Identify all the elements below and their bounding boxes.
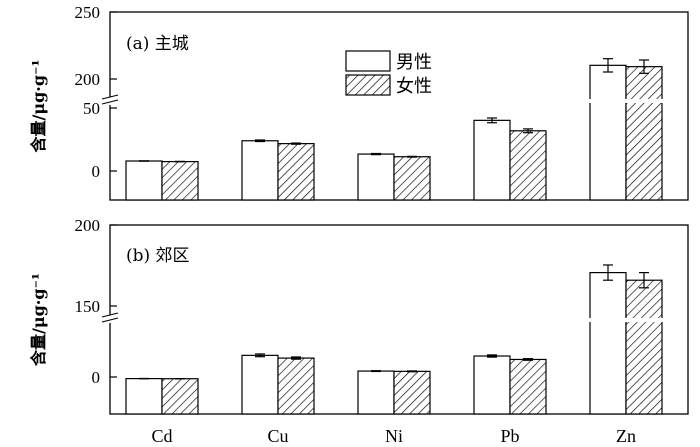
x-category-label: Pb bbox=[500, 426, 519, 446]
panel-b-title: (b) 郊区 bbox=[126, 246, 190, 266]
panel-b-bar-pb-male bbox=[473, 355, 511, 415]
legend-swatch-female bbox=[345, 74, 391, 96]
panel-b-bar-zn-female bbox=[625, 279, 663, 415]
panel-b-bar-break-gap bbox=[589, 318, 663, 322]
panel-b-axis-break-gap bbox=[106, 315, 114, 323]
panel-a-bar-break-gap bbox=[589, 99, 663, 103]
panel-a-ytick-label: 200 bbox=[75, 70, 101, 89]
panel-a-bar-cu-female bbox=[277, 143, 315, 201]
legend-label-male: 男性 bbox=[396, 52, 432, 73]
panel-b-bar-ni-male bbox=[357, 370, 395, 415]
panel-b-axis-break-mark bbox=[101, 312, 119, 318]
panel-b-ytick-label: 0 bbox=[92, 368, 101, 387]
x-category-label: Cd bbox=[151, 426, 172, 446]
panel-b-bar-ni-female bbox=[393, 370, 431, 415]
panel-a-ylabel: 含量/μg·g⁻¹ bbox=[29, 60, 48, 153]
panel-a-ytick-label: 50 bbox=[83, 99, 100, 118]
panel-a-ytick-label: 0 bbox=[92, 162, 101, 181]
panel-a-axis-break-mark bbox=[101, 99, 119, 105]
panel-b-bar-cu-male bbox=[241, 354, 279, 415]
panel-a-bar-pb-male bbox=[473, 119, 511, 201]
panel-a-bar-cd-male bbox=[125, 160, 163, 201]
panel-a-bar-ni-female bbox=[393, 156, 431, 201]
panel-b-bar-cd-male bbox=[125, 377, 163, 415]
panel-b-bar-cd-female bbox=[161, 378, 199, 415]
panel-b-ytick-label: 150 bbox=[75, 297, 101, 316]
panel-b-bar-pb-female bbox=[509, 358, 547, 415]
panel-b-ytick-label: 200 bbox=[75, 216, 101, 235]
panel-a-bar-cu-male bbox=[241, 140, 279, 201]
legend-label-female: 女性 bbox=[396, 76, 432, 97]
x-category-label: Cu bbox=[267, 426, 288, 446]
panel-a-bar-cd-female bbox=[161, 160, 199, 201]
panel-a-ytick-label: 250 bbox=[75, 3, 101, 22]
x-category-label: Ni bbox=[385, 426, 403, 446]
legend-swatch-male bbox=[345, 50, 391, 72]
panel-a-bar-pb-female bbox=[509, 130, 547, 201]
panel-a-bar-zn-female bbox=[625, 66, 663, 201]
panel-a-axis-break-mark bbox=[101, 94, 119, 100]
x-category-label: Zn bbox=[616, 426, 636, 446]
panel-a-title: (a) 主城 bbox=[126, 34, 189, 54]
panel-b-ylabel: 含量/μg·g⁻¹ bbox=[29, 273, 48, 366]
panel-b-bar-zn-male bbox=[589, 271, 627, 415]
panel-b-bar-cu-female bbox=[277, 357, 315, 415]
panel-a-axis-break-gap bbox=[106, 97, 114, 105]
panel-a-bar-ni-male bbox=[357, 153, 395, 201]
panel-a-bar-zn-male bbox=[589, 64, 627, 201]
panel-b-axis-break-mark bbox=[101, 317, 119, 323]
